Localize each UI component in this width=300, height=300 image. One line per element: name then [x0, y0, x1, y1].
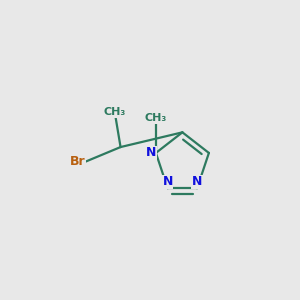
Text: N: N — [146, 146, 156, 159]
Text: Br: Br — [70, 155, 85, 168]
Text: N: N — [163, 175, 173, 188]
Text: CH₃: CH₃ — [145, 113, 167, 123]
Text: N: N — [192, 175, 202, 188]
Text: CH₃: CH₃ — [103, 107, 126, 117]
